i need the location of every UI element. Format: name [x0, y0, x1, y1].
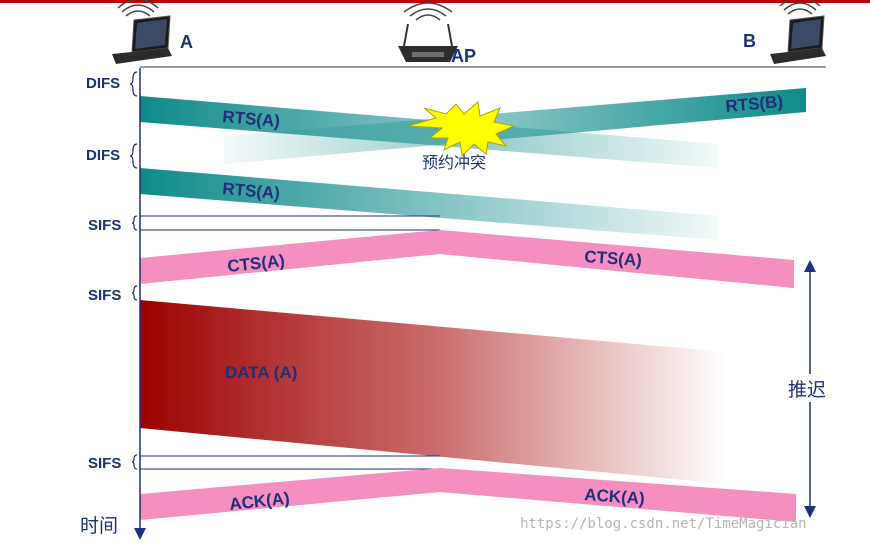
- difs-brace-2: [129, 143, 138, 169]
- wireless-router-icon: [398, 2, 458, 62]
- watermark: https://blog.csdn.net/TimeMagician: [520, 516, 807, 532]
- ack-a-label-right: ACK(A): [584, 485, 646, 508]
- node-ap-label: AP: [451, 46, 476, 66]
- cts-a-band: [140, 230, 794, 288]
- cts-a-label-right: CTS(A): [584, 247, 643, 270]
- defer-label: 推迟: [788, 379, 826, 401]
- defer-label-background: [786, 374, 834, 402]
- rts-a-label-2: RTS(A): [222, 179, 281, 203]
- sifs-brace-2: [131, 285, 138, 301]
- rts-a-band-1: [140, 96, 718, 168]
- sifs-label-3: SIFS: [88, 455, 121, 472]
- laptop-icon: [112, 0, 172, 64]
- rts-b-label: RTS(B): [725, 92, 784, 116]
- difs-label-1: DIFS: [86, 75, 120, 92]
- rts-a-band-2: [140, 168, 718, 240]
- sifs-brace-3: [131, 454, 138, 470]
- data-a-band: [140, 300, 726, 484]
- difs-brace-1: [129, 71, 138, 97]
- difs-label-2: DIFS: [86, 147, 120, 164]
- collision-label: 预约冲突: [422, 153, 486, 172]
- time-axis-label: 时间: [80, 515, 118, 537]
- data-a-label: DATA (A): [225, 363, 297, 382]
- top-border: [0, 0, 870, 3]
- collision-star-icon: [407, 101, 516, 158]
- node-a-label: A: [180, 32, 193, 52]
- sifs-label-1: SIFS: [88, 217, 121, 234]
- ack-a-band: [140, 468, 796, 522]
- node-b-label: B: [743, 31, 756, 51]
- sifs-label-2: SIFS: [88, 287, 121, 304]
- rts-a-label-1: RTS(A): [222, 107, 281, 131]
- laptop-icon: [770, 0, 826, 64]
- sifs-brace-1: [131, 215, 138, 231]
